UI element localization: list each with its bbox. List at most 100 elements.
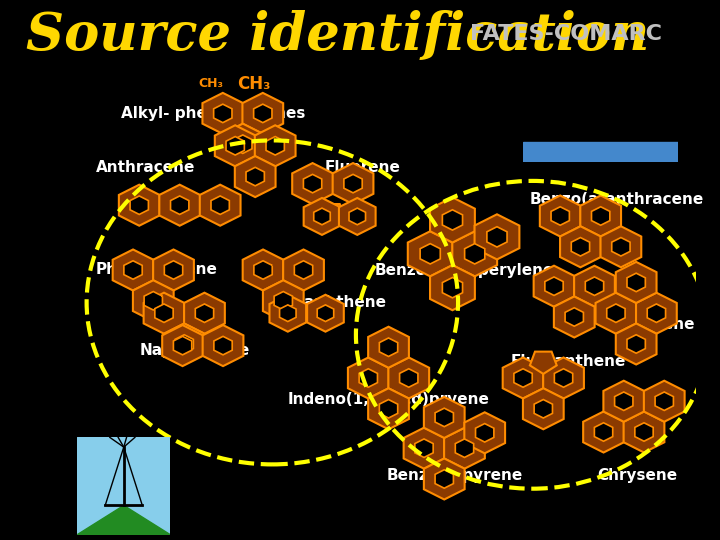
- Polygon shape: [144, 292, 163, 310]
- Text: Benzo(a)anthracene: Benzo(a)anthracene: [529, 192, 703, 207]
- Text: Benzo(g,h,i)perylene: Benzo(g,h,i)perylene: [374, 262, 554, 278]
- Polygon shape: [571, 238, 590, 256]
- Polygon shape: [595, 293, 636, 334]
- Polygon shape: [627, 273, 645, 292]
- Polygon shape: [592, 207, 610, 225]
- Text: 6: 6: [84, 515, 92, 529]
- Text: Alkyl- phenanthrenes: Alkyl- phenanthrenes: [121, 106, 305, 121]
- Polygon shape: [266, 137, 284, 155]
- Polygon shape: [253, 104, 272, 123]
- Polygon shape: [130, 196, 148, 214]
- Polygon shape: [348, 357, 389, 399]
- Polygon shape: [235, 156, 276, 197]
- Polygon shape: [534, 266, 575, 307]
- Polygon shape: [415, 439, 433, 457]
- Polygon shape: [612, 238, 630, 256]
- Polygon shape: [162, 325, 203, 366]
- Polygon shape: [530, 352, 557, 374]
- Polygon shape: [475, 423, 494, 442]
- Polygon shape: [503, 357, 544, 399]
- Polygon shape: [616, 323, 657, 364]
- Polygon shape: [647, 304, 665, 322]
- Polygon shape: [246, 167, 264, 186]
- Polygon shape: [545, 277, 563, 295]
- Polygon shape: [600, 226, 642, 267]
- Polygon shape: [580, 195, 621, 237]
- Polygon shape: [543, 357, 584, 399]
- Polygon shape: [523, 388, 564, 429]
- Text: Phenanthrene: Phenanthrene: [96, 262, 217, 278]
- Text: Fluoranthene: Fluoranthene: [510, 354, 626, 369]
- Polygon shape: [607, 304, 625, 322]
- Polygon shape: [344, 174, 362, 193]
- Text: Source identification: Source identification: [26, 10, 649, 60]
- Polygon shape: [222, 124, 264, 165]
- Polygon shape: [314, 208, 330, 225]
- Text: CH₃: CH₃: [198, 77, 223, 90]
- Polygon shape: [655, 392, 673, 410]
- Polygon shape: [554, 369, 572, 387]
- Polygon shape: [255, 125, 295, 166]
- Polygon shape: [202, 93, 243, 134]
- Polygon shape: [583, 411, 624, 453]
- Polygon shape: [464, 413, 505, 454]
- Polygon shape: [400, 369, 418, 387]
- Polygon shape: [452, 231, 497, 276]
- Polygon shape: [214, 336, 233, 355]
- Polygon shape: [292, 163, 333, 204]
- Polygon shape: [534, 400, 552, 418]
- Polygon shape: [565, 308, 583, 326]
- Polygon shape: [318, 305, 333, 321]
- Text: Anthracene: Anthracene: [96, 160, 195, 175]
- Polygon shape: [554, 296, 595, 338]
- Polygon shape: [263, 280, 304, 321]
- Polygon shape: [159, 185, 200, 226]
- Polygon shape: [636, 293, 677, 334]
- Polygon shape: [616, 262, 657, 303]
- Text: Fluorene: Fluorene: [325, 160, 401, 175]
- Polygon shape: [283, 249, 324, 291]
- Polygon shape: [322, 204, 344, 222]
- Polygon shape: [279, 305, 296, 321]
- Polygon shape: [153, 249, 194, 291]
- Polygon shape: [184, 293, 225, 334]
- Polygon shape: [112, 249, 153, 291]
- Polygon shape: [304, 198, 341, 235]
- Polygon shape: [627, 335, 645, 353]
- Polygon shape: [171, 196, 189, 214]
- Polygon shape: [624, 411, 665, 453]
- Polygon shape: [124, 261, 143, 279]
- Polygon shape: [339, 198, 376, 235]
- Polygon shape: [474, 214, 519, 259]
- Polygon shape: [404, 428, 444, 469]
- Polygon shape: [585, 277, 603, 295]
- Polygon shape: [274, 292, 292, 310]
- Polygon shape: [214, 104, 232, 123]
- Polygon shape: [202, 325, 243, 366]
- Polygon shape: [420, 244, 441, 264]
- Polygon shape: [635, 423, 653, 441]
- Polygon shape: [143, 293, 184, 334]
- Polygon shape: [560, 226, 600, 267]
- Polygon shape: [574, 266, 615, 307]
- Polygon shape: [303, 174, 322, 193]
- Polygon shape: [215, 125, 256, 166]
- Polygon shape: [455, 439, 474, 457]
- Polygon shape: [349, 208, 366, 225]
- Polygon shape: [424, 458, 464, 500]
- Polygon shape: [174, 336, 192, 355]
- Polygon shape: [195, 304, 214, 322]
- Polygon shape: [175, 335, 194, 353]
- Polygon shape: [379, 400, 397, 418]
- Polygon shape: [442, 210, 462, 230]
- Polygon shape: [435, 408, 454, 427]
- Polygon shape: [644, 381, 685, 422]
- Polygon shape: [615, 392, 633, 410]
- Polygon shape: [430, 265, 475, 310]
- Polygon shape: [243, 249, 284, 291]
- Polygon shape: [155, 304, 174, 322]
- Text: Acenaphthene: Acenaphthene: [263, 295, 387, 310]
- Polygon shape: [164, 323, 204, 364]
- Polygon shape: [269, 295, 306, 332]
- Polygon shape: [540, 195, 580, 237]
